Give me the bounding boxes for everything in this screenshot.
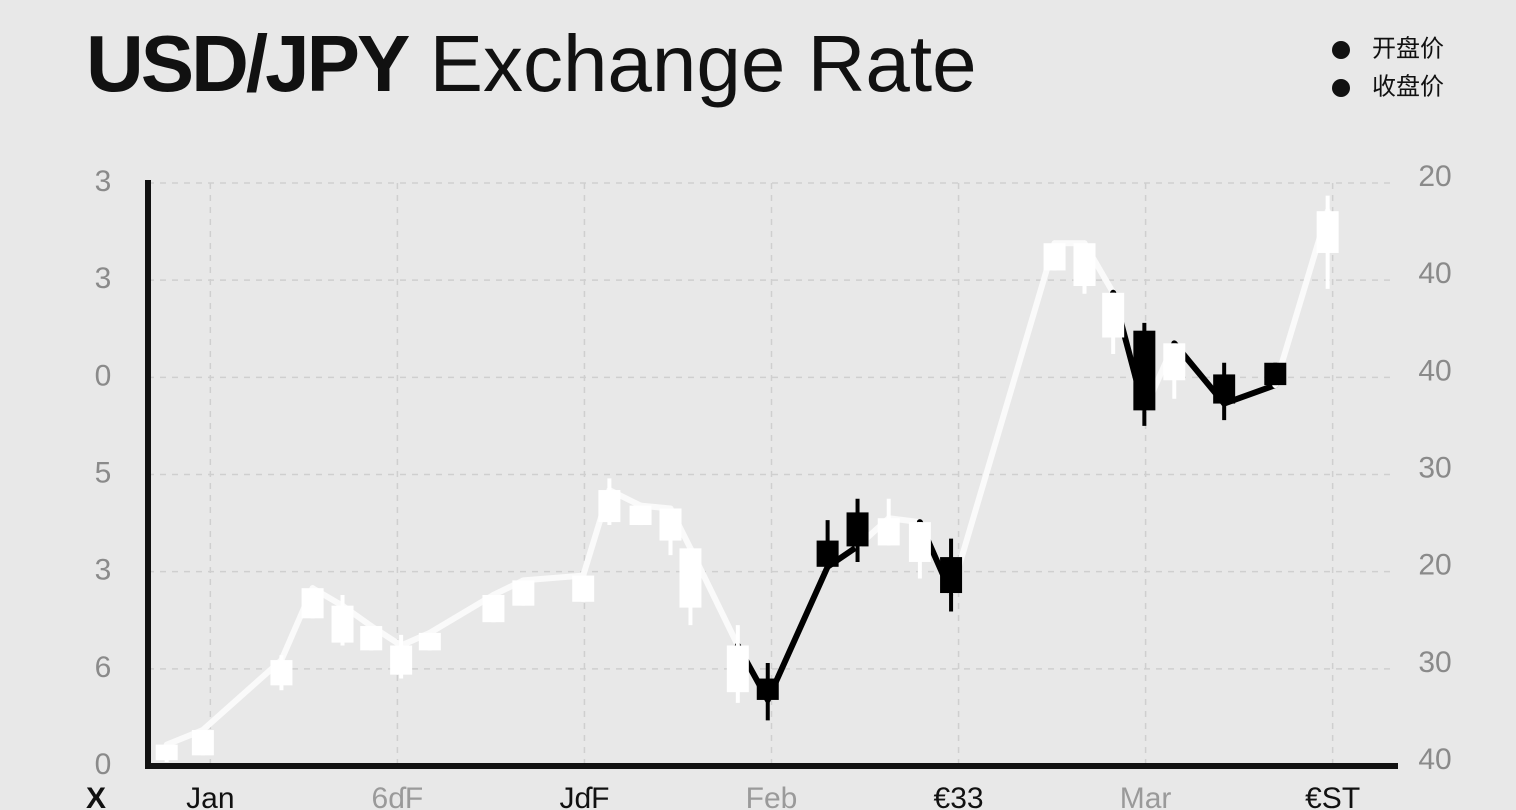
candle-body: [360, 626, 383, 651]
y2-tick-label: 40: [1418, 743, 1451, 776]
y2-tick-label: 20: [1418, 160, 1451, 193]
legend-label: 开盘价: [1372, 35, 1444, 62]
candle-body: [726, 645, 749, 693]
candle-body: [1163, 343, 1186, 381]
candle-body: [191, 730, 214, 756]
candle-body: [331, 605, 354, 643]
y2-tick-label: 20: [1418, 549, 1451, 582]
close-line: [764, 563, 831, 703]
candle-body: [1102, 292, 1125, 338]
candle-body: [418, 632, 441, 651]
candle-body: [940, 557, 963, 594]
y2-tick-label: 40: [1418, 354, 1451, 387]
candle-body: [301, 588, 324, 619]
candle-body: [482, 594, 505, 623]
candle-body: [1073, 243, 1096, 286]
legend-marker: [1332, 41, 1350, 59]
candle-body: [270, 660, 293, 686]
candle-body: [756, 678, 779, 700]
legend-label: 收盘价: [1372, 73, 1444, 100]
title-bold: USD/JPY: [86, 19, 410, 108]
chart-title: USD/JPY Exchange Rate: [86, 19, 977, 108]
close-line: [199, 657, 285, 734]
candle-body: [816, 540, 839, 567]
candle-body: [659, 508, 682, 541]
x-tick-label: JɗF: [559, 782, 609, 810]
legend-marker: [1332, 79, 1350, 97]
candle-body: [155, 744, 178, 761]
candle-body: [846, 512, 869, 547]
x-tick-label: 6ɗF: [372, 782, 424, 810]
y-tick-label: 3: [95, 165, 112, 198]
candle-body: [629, 505, 652, 526]
y2-tick-label: 30: [1418, 646, 1451, 679]
close-line: [948, 240, 1058, 597]
y-tick-label: 0: [95, 359, 112, 392]
y2-tick-label: 30: [1418, 451, 1451, 484]
candle-body: [1043, 243, 1066, 271]
candle-body: [1213, 374, 1236, 404]
x-tick-label: €ST: [1305, 782, 1360, 810]
title-rest: Exchange Rate: [430, 19, 977, 108]
x-axis-label: X: [86, 782, 106, 810]
candle-body: [1133, 330, 1156, 411]
y-tick-label: 3: [95, 554, 112, 587]
candle-body: [1316, 211, 1339, 253]
y-tick-label: 5: [95, 456, 112, 489]
candle-body: [679, 548, 702, 608]
candle-body: [1264, 362, 1287, 386]
candle-body: [390, 645, 413, 675]
x-tick-label: Feb: [746, 782, 798, 810]
y-tick-label: 6: [95, 651, 112, 684]
x-tick-label: Jan: [186, 782, 234, 810]
candle-body: [512, 580, 535, 606]
candle-body: [572, 575, 595, 602]
y-tick-label: 0: [95, 748, 112, 781]
y-tick-label: 3: [95, 262, 112, 295]
x-tick-label: €33: [934, 782, 984, 810]
candle-body: [877, 518, 900, 546]
y2-tick-label: 40: [1418, 257, 1451, 290]
candle-body: [908, 522, 931, 562]
x-tick-label: Mar: [1120, 782, 1172, 810]
candle-body: [598, 490, 621, 523]
